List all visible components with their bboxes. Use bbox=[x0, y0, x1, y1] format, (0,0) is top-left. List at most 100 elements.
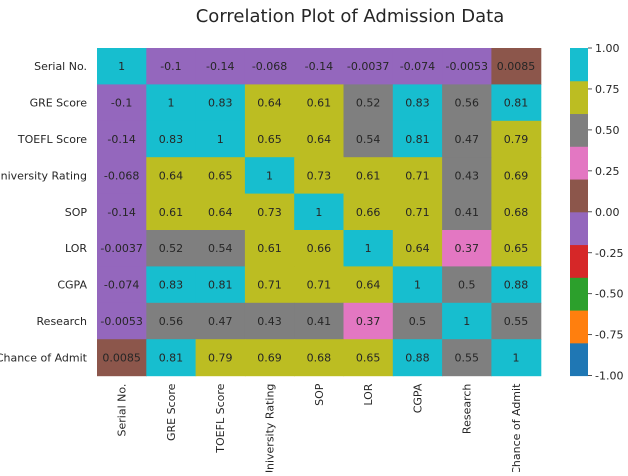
y-tick-label: Research bbox=[37, 315, 87, 328]
colorbar-segment bbox=[570, 342, 588, 377]
heatmap-cell bbox=[97, 84, 147, 122]
colorbar-segment bbox=[570, 48, 588, 82]
cell-value-label: -0.14 bbox=[107, 206, 135, 219]
colorbar-tick-label: -1.00 bbox=[595, 370, 623, 383]
heatmap-cell bbox=[343, 120, 394, 158]
cell-value-label: 0.81 bbox=[208, 279, 233, 292]
heatmap-cell bbox=[442, 302, 492, 340]
cell-value-label: 0.83 bbox=[405, 97, 430, 110]
x-tick-label: Research bbox=[461, 384, 474, 434]
cell-value-label: 0.88 bbox=[504, 279, 529, 292]
heatmap-cell bbox=[146, 120, 197, 158]
heatmap-cell bbox=[491, 84, 542, 122]
y-tick-labels: Serial No. GRE Score TOEFL Score University… bbox=[0, 60, 88, 364]
heatmap-cell bbox=[294, 266, 345, 304]
heatmap-cell bbox=[244, 48, 295, 85]
colorbar: 1.00 0.75 0.50 0.25 0.00 -0.25 -0.50 -0.75 -1.00 bbox=[570, 42, 623, 383]
colorbar-segment bbox=[570, 113, 588, 147]
heatmap-cell bbox=[491, 157, 542, 195]
heatmap-cell bbox=[244, 120, 295, 158]
cell-value-label: 0.56 bbox=[455, 97, 480, 110]
x-tick-label: Chance of Admit bbox=[510, 383, 523, 472]
cell-value-label: 0.54 bbox=[356, 133, 381, 146]
cell-value-label: 0.55 bbox=[504, 315, 529, 328]
heatmap-cell bbox=[97, 302, 147, 340]
heatmap-cell bbox=[244, 193, 295, 231]
heatmap-cell bbox=[343, 266, 394, 304]
heatmap-cell bbox=[392, 266, 443, 304]
heatmap-cell bbox=[294, 339, 345, 377]
heatmap-cell bbox=[97, 157, 147, 195]
heatmap-cell bbox=[146, 230, 197, 267]
heatmap-cell bbox=[146, 302, 197, 340]
heatmap-cell bbox=[195, 230, 246, 267]
colorbar-tick-label: -0.50 bbox=[595, 288, 623, 301]
heatmap-cell bbox=[244, 302, 295, 340]
cell-value-label: 0.73 bbox=[307, 169, 332, 182]
cell-value-label: 0.54 bbox=[208, 242, 233, 255]
heatmap-cell bbox=[294, 193, 345, 231]
heatmap-cell bbox=[244, 266, 295, 304]
heatmap-cell bbox=[146, 157, 197, 195]
heatmap-cell bbox=[392, 339, 443, 377]
cell-value-label: 0.5 bbox=[458, 279, 476, 292]
heatmap-cell bbox=[244, 339, 295, 377]
heatmap-cell bbox=[146, 48, 197, 85]
heatmap-cell bbox=[343, 339, 394, 377]
heatmap-cell bbox=[146, 193, 197, 231]
colorbar-tick-label: 0.00 bbox=[595, 206, 620, 219]
cell-value-label: 0.68 bbox=[307, 351, 332, 364]
cell-value-label: 0.0085 bbox=[497, 60, 536, 73]
heatmap-cell bbox=[244, 157, 295, 195]
heatmap-cell bbox=[294, 230, 345, 267]
cell-value-label: 0.81 bbox=[159, 351, 184, 364]
cell-value-label: -0.14 bbox=[305, 60, 333, 73]
heatmap-cell bbox=[343, 193, 394, 231]
heatmap-cell bbox=[491, 339, 542, 377]
cell-value-label: 0.61 bbox=[307, 97, 332, 110]
heatmap-cell bbox=[294, 157, 345, 195]
heatmap-cell bbox=[97, 120, 147, 158]
cell-value-label: 0.55 bbox=[455, 351, 480, 364]
heatmap-cell bbox=[146, 339, 197, 377]
cell-value-label: 0.83 bbox=[159, 133, 184, 146]
x-tick-label: Serial No. bbox=[116, 384, 129, 437]
heatmap-cell bbox=[442, 84, 492, 122]
heatmap-cell bbox=[392, 48, 443, 85]
x-tick-label: University Rating bbox=[264, 384, 277, 472]
heatmap-cell bbox=[442, 157, 492, 195]
cell-value-label: 0.79 bbox=[208, 351, 233, 364]
colorbar-segment bbox=[570, 146, 588, 180]
heatmap-cell bbox=[392, 157, 443, 195]
heatmap-cell bbox=[195, 339, 246, 377]
heatmap-cell bbox=[195, 157, 246, 195]
y-tick-label: University Rating bbox=[0, 169, 87, 182]
heatmap-cell bbox=[343, 84, 394, 122]
heatmap-cell bbox=[392, 193, 443, 231]
cell-value-label: 0.81 bbox=[405, 133, 430, 146]
cell-value-label: -0.0037 bbox=[100, 242, 142, 255]
colorbar-segment bbox=[570, 277, 588, 311]
colorbar-tick-label: 0.75 bbox=[595, 83, 620, 96]
colorbar-segment bbox=[570, 211, 588, 246]
cell-value-label: 0.52 bbox=[159, 242, 184, 255]
heatmap-cell bbox=[294, 84, 345, 122]
cell-value-label: -0.1 bbox=[160, 60, 181, 73]
cell-value-label: -0.068 bbox=[104, 169, 139, 182]
cell-value-label: 0.47 bbox=[208, 315, 233, 328]
heatmap-cell bbox=[392, 84, 443, 122]
y-tick-label: TOEFL Score bbox=[17, 133, 87, 146]
cell-value-label: 0.47 bbox=[455, 133, 480, 146]
cell-value-label: 0.61 bbox=[159, 206, 184, 219]
cell-value-label: 1 bbox=[414, 279, 421, 292]
heatmap-cell bbox=[146, 266, 197, 304]
heatmap-cell bbox=[244, 84, 295, 122]
y-tick-label: GRE Score bbox=[30, 97, 88, 110]
heatmap-cell bbox=[195, 84, 246, 122]
heatmap-cell bbox=[491, 48, 542, 85]
cell-value-label: 0.71 bbox=[405, 169, 430, 182]
heatmap-cell bbox=[442, 266, 492, 304]
y-tick-label: Chance of Admit bbox=[0, 351, 88, 364]
y-tick-label: LOR bbox=[65, 242, 87, 255]
